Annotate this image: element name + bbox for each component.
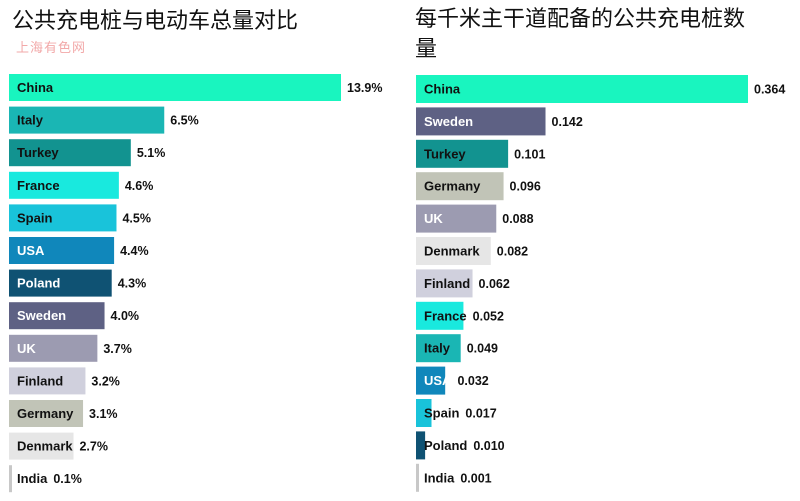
bar-china xyxy=(416,75,748,103)
bar-usa xyxy=(416,366,446,395)
value-label: 3.1% xyxy=(89,407,118,421)
category-label: Finland xyxy=(424,276,470,291)
bar-denmark xyxy=(9,432,74,460)
value-label: 0.088 xyxy=(502,212,533,226)
value-label: 0.142 xyxy=(552,115,583,129)
value-label: 0.082 xyxy=(497,245,528,259)
value-label: 13.9% xyxy=(347,81,382,95)
bar-turkey xyxy=(416,139,509,168)
left-chart-title: 公共充电桩与电动车总量对比 xyxy=(12,9,299,34)
value-label: 0.101 xyxy=(514,147,545,161)
category-label: India xyxy=(17,471,48,486)
bar-germany xyxy=(9,400,84,427)
value-label: 0.364 xyxy=(754,83,785,97)
bar-finland xyxy=(9,367,86,395)
category-label: USA xyxy=(424,373,452,388)
value-label: 2.7% xyxy=(79,440,108,454)
bar-turkey xyxy=(9,139,131,167)
category-label: UK xyxy=(424,211,443,226)
category-label: Denmark xyxy=(17,439,73,454)
value-label: 0.001 xyxy=(460,471,491,485)
category-label: Italy xyxy=(17,113,44,128)
value-label: 3.2% xyxy=(91,374,120,388)
bar-france xyxy=(9,171,119,199)
bar-india xyxy=(416,463,419,492)
value-label: 5.1% xyxy=(137,146,166,160)
category-label: China xyxy=(17,80,54,95)
bar-poland xyxy=(416,431,426,460)
value-label: 0.062 xyxy=(479,277,510,291)
bar-china xyxy=(9,74,341,101)
category-label: Germany xyxy=(424,179,481,194)
bar-spain xyxy=(416,399,432,427)
bar-france xyxy=(416,301,464,330)
bar-uk xyxy=(9,334,98,362)
value-label: 0.1% xyxy=(53,472,82,486)
value-label: 4.6% xyxy=(125,179,154,193)
value-label: 0.096 xyxy=(510,180,541,194)
category-label: Poland xyxy=(17,276,60,291)
bar-italy xyxy=(9,106,165,134)
category-label: India xyxy=(424,470,455,485)
value-label: 0.010 xyxy=(473,439,504,453)
category-label: Spain xyxy=(424,406,459,421)
value-label: 0.049 xyxy=(467,342,498,356)
watermark-text: 上海有色网 xyxy=(16,41,87,56)
value-label: 0.017 xyxy=(465,407,496,421)
category-label: Italy xyxy=(424,341,451,356)
category-label: UK xyxy=(17,341,36,356)
bar-sweden xyxy=(9,302,105,330)
bar-uk xyxy=(416,204,497,233)
value-label: 3.7% xyxy=(103,342,132,356)
value-label: 4.3% xyxy=(118,277,147,291)
bar-finland xyxy=(416,269,473,298)
bar-poland xyxy=(9,269,112,297)
value-label: 6.5% xyxy=(170,114,199,128)
category-label: Poland xyxy=(424,438,467,453)
category-label: USA xyxy=(17,243,45,258)
right-chart-panel: 每千米主干道配备的公共充电桩数量 China 0.364 Sweden 0.142 Tu… xyxy=(400,0,800,501)
category-label: France xyxy=(424,308,467,323)
category-label: Denmark xyxy=(424,244,480,259)
value-label: 4.4% xyxy=(120,244,149,258)
value-label: 4.5% xyxy=(122,211,151,225)
left-bar-chart: China 13.9% Italy 6.5% Turkey 5.1% France 4.6% S… xyxy=(9,74,382,493)
bar-denmark xyxy=(416,237,491,265)
value-label: 0.052 xyxy=(473,309,504,323)
bar-india xyxy=(9,465,12,493)
left-chart-panel: 公共充电桩与电动车总量对比 上海有色网 China 13.9% Italy 6.5% T… xyxy=(9,9,382,493)
bar-germany xyxy=(416,172,504,201)
category-label: France xyxy=(17,178,60,193)
category-label: Turkey xyxy=(424,146,466,161)
right-chart-title: 每千米主干道配备的公共充电桩数量 xyxy=(415,7,746,62)
category-label: Spain xyxy=(17,210,52,225)
category-label: Germany xyxy=(17,406,74,421)
bar-usa xyxy=(9,237,115,264)
category-label: Turkey xyxy=(17,145,59,160)
category-label: Sweden xyxy=(17,308,66,323)
bar-spain xyxy=(9,204,117,232)
value-label: 4.0% xyxy=(111,309,140,323)
category-label: Sweden xyxy=(424,114,473,129)
bar-sweden xyxy=(416,107,546,136)
bar-italy xyxy=(416,334,461,363)
value-label: 0.032 xyxy=(457,374,488,388)
category-label: China xyxy=(424,82,461,97)
right-bar-chart: China 0.364 Sweden 0.142 Turkey 0.101 Germany 0… xyxy=(416,75,785,492)
category-label: Finland xyxy=(17,373,63,388)
